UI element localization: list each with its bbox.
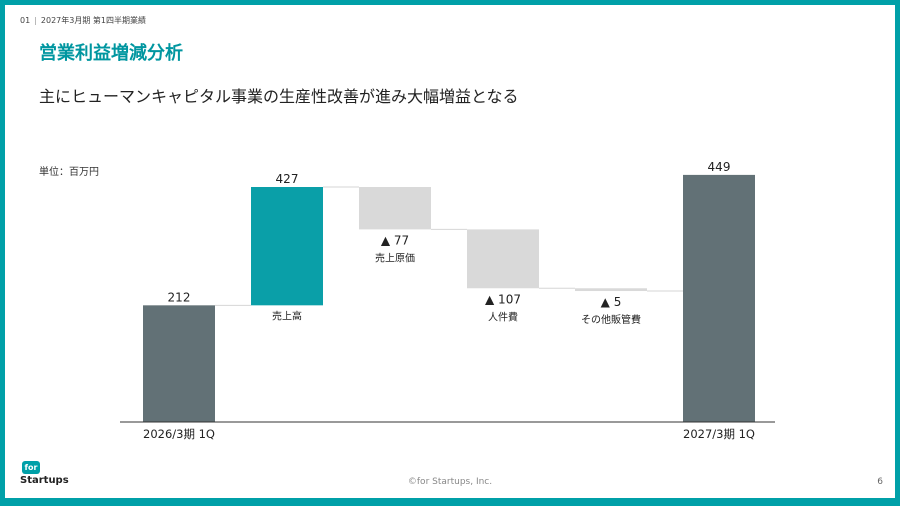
bar-4	[575, 288, 647, 292]
bar-5	[683, 174, 755, 422]
copyright: ©for Startups, Inc.	[407, 477, 493, 487]
bar-2	[359, 187, 431, 230]
data-label-0: 212	[168, 290, 191, 304]
page-number: 6	[877, 477, 883, 487]
data-label-4: ▲ 5	[601, 295, 622, 309]
category-label-2: 売上原価	[375, 251, 415, 264]
bar-3	[467, 229, 539, 289]
data-label-2: ▲ 77	[381, 233, 409, 247]
breadcrumb: 01 | 2027年3月期 第1四半期業績	[20, 15, 146, 26]
category-label-5: 2027/3期 1Q	[683, 427, 755, 441]
page-index: 01	[20, 16, 31, 25]
category-label-4: その他販管費	[581, 313, 641, 326]
company-logo: for Startups	[20, 461, 80, 491]
bar-1	[251, 187, 323, 306]
page-subtitle: 主にヒューマンキャピタル事業の生産性改善が進み大幅増益となる	[39, 87, 519, 106]
logo-badge: for	[22, 461, 40, 474]
breadcrumb-separator: |	[34, 16, 37, 25]
unit-label: 単位：百万円	[39, 167, 99, 178]
category-label-1: 売上高	[272, 309, 302, 322]
category-label-3: 人件費	[488, 310, 518, 323]
category-label-0: 2026/3期 1Q	[143, 427, 215, 441]
bar-0	[143, 305, 215, 422]
data-label-3: ▲ 107	[485, 292, 521, 306]
waterfall-chart: 212 2026/3期 1Q 427 売上高 ▲ 77 売上原価 ▲ 107 人件費 ▲ 5 その…	[120, 160, 775, 441]
slide: 01 | 2027年3月期 第1四半期業績 営業利益増減分析 主にヒューマンキャピタ…	[5, 5, 895, 498]
logo-wordmark: Startups	[20, 475, 69, 486]
page-title: 営業利益増減分析	[39, 43, 183, 64]
data-label-5: 449	[708, 160, 731, 174]
breadcrumb-text: 2027年3月期 第1四半期業績	[40, 16, 146, 25]
data-label-1: 427	[276, 172, 299, 186]
